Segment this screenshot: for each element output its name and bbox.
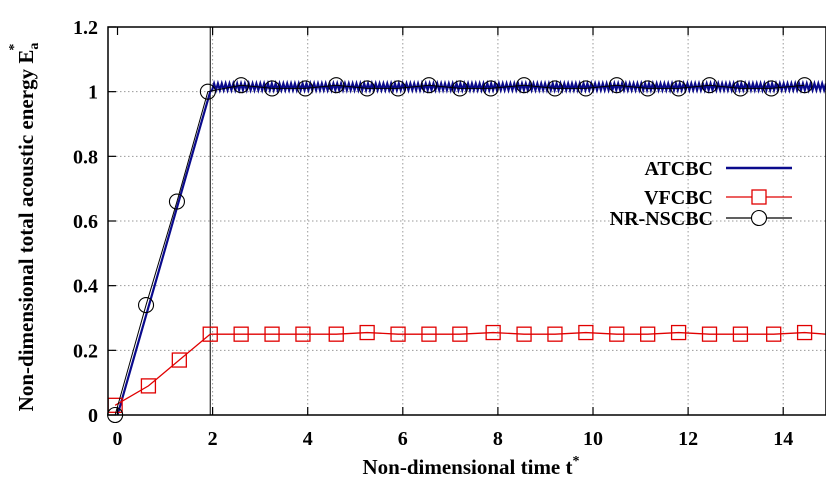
legend-label-atcbc: ATCBC — [644, 158, 713, 180]
legend-label-nr-nscbc: NR-NSCBC — [610, 208, 713, 230]
nr-nscbc-marker — [732, 80, 749, 97]
nr-nscbc-marker — [639, 80, 656, 97]
vfcbc-marker — [233, 326, 249, 342]
x-tick-label: 12 — [678, 428, 698, 450]
vfcbc-marker — [796, 324, 813, 341]
x-axis-title-superscript: * — [573, 454, 580, 469]
vfcbc-line — [114, 331, 826, 406]
plot-series — [107, 77, 826, 424]
y-tick-label: 1.2 — [73, 17, 98, 39]
nr-nscbc-marker — [328, 77, 345, 94]
x-axis-title: Non-dimensional time t* — [363, 454, 580, 479]
y-axis-title-superscript: * — [7, 44, 22, 51]
x-tick-label: 10 — [583, 428, 603, 450]
vfcbc-marker — [140, 378, 157, 394]
vfcbc-marker — [732, 326, 749, 342]
nr-nscbc-marker — [577, 80, 594, 97]
y-tick-label: 0.2 — [73, 340, 98, 362]
legend-marker-square — [751, 189, 767, 205]
vfcbc-marker — [328, 326, 344, 342]
nr-nscbc-marker — [608, 77, 625, 94]
x-tick-label: 8 — [493, 428, 503, 450]
y-tick-label: 0.8 — [73, 146, 98, 168]
vfcbc-marker — [202, 326, 218, 342]
nr-nscbc-marker — [701, 77, 718, 94]
nr-nscbc-marker — [137, 297, 155, 314]
vfcbc-marker — [640, 326, 656, 342]
x-tick-label: 2 — [208, 428, 218, 450]
nr-nscbc-marker — [546, 80, 564, 97]
vfcbc-marker — [421, 326, 437, 342]
vfcbc-marker — [578, 324, 594, 341]
nr-nscbc-marker — [796, 77, 813, 94]
nr-nscbc-marker — [263, 80, 281, 97]
nr-nscbc-marker — [168, 193, 185, 210]
vfcbc-marker — [701, 326, 718, 342]
vfcbc-marker — [390, 326, 406, 342]
nr-nscbc-marker — [390, 80, 407, 97]
vfcbc-marker — [766, 326, 782, 342]
nr-nscbc-marker — [670, 80, 687, 97]
vfcbc-marker — [609, 326, 625, 342]
nr-nscbc-marker — [482, 80, 499, 97]
x-tick-label: 4 — [303, 428, 313, 450]
y-tick-label: 0 — [88, 405, 98, 427]
vfcbc-marker — [264, 326, 280, 342]
atcbc-line — [116, 79, 826, 416]
x-tick-label: 14 — [773, 428, 793, 450]
y-tick-label: 0.4 — [73, 276, 98, 298]
vfcbc-marker — [295, 326, 311, 342]
nr-nscbc-marker — [516, 77, 533, 94]
nr-nscbc-marker — [199, 83, 216, 100]
vfcbc-marker — [547, 326, 563, 342]
y-tick-label: 0.6 — [73, 211, 98, 233]
axis-ticks: 0 2 4 6 8 10 12 14 0 0.2 0.4 0.6 0.8 1 1.2 — [73, 17, 793, 450]
nr-nscbc-marker — [420, 77, 438, 94]
y-axis-title-text: Non-dimensional total acoustic energy E — [14, 50, 38, 412]
x-tick-label: 6 — [398, 428, 408, 450]
vfcbc-marker — [670, 324, 687, 341]
vfcbc-marker — [516, 326, 532, 342]
vfcbc-marker — [171, 352, 187, 368]
y-axis-title: Non-dimensional total acoustic energy Ea… — [7, 43, 42, 412]
nr-nscbc-marker — [359, 80, 376, 97]
nr-nscbc-marker — [233, 77, 250, 94]
vfcbc-marker — [452, 326, 468, 342]
nr-nscbc-line — [114, 84, 805, 416]
vfcbc-marker — [359, 324, 375, 341]
y-axis-title-subscript: a — [27, 43, 42, 50]
x-axis-title-text: Non-dimensional time t — [363, 455, 573, 479]
y-tick-label: 1 — [88, 82, 98, 104]
nr-nscbc-marker — [451, 80, 468, 97]
x-tick-label: 0 — [113, 428, 123, 450]
nr-nscbc-marker — [297, 80, 314, 97]
legend-label-vfcbc: VFCBC — [644, 187, 713, 209]
vfcbc-marker — [485, 324, 501, 341]
nr-nscbc-marker — [763, 80, 780, 97]
legend-marker-circle — [750, 209, 768, 227]
